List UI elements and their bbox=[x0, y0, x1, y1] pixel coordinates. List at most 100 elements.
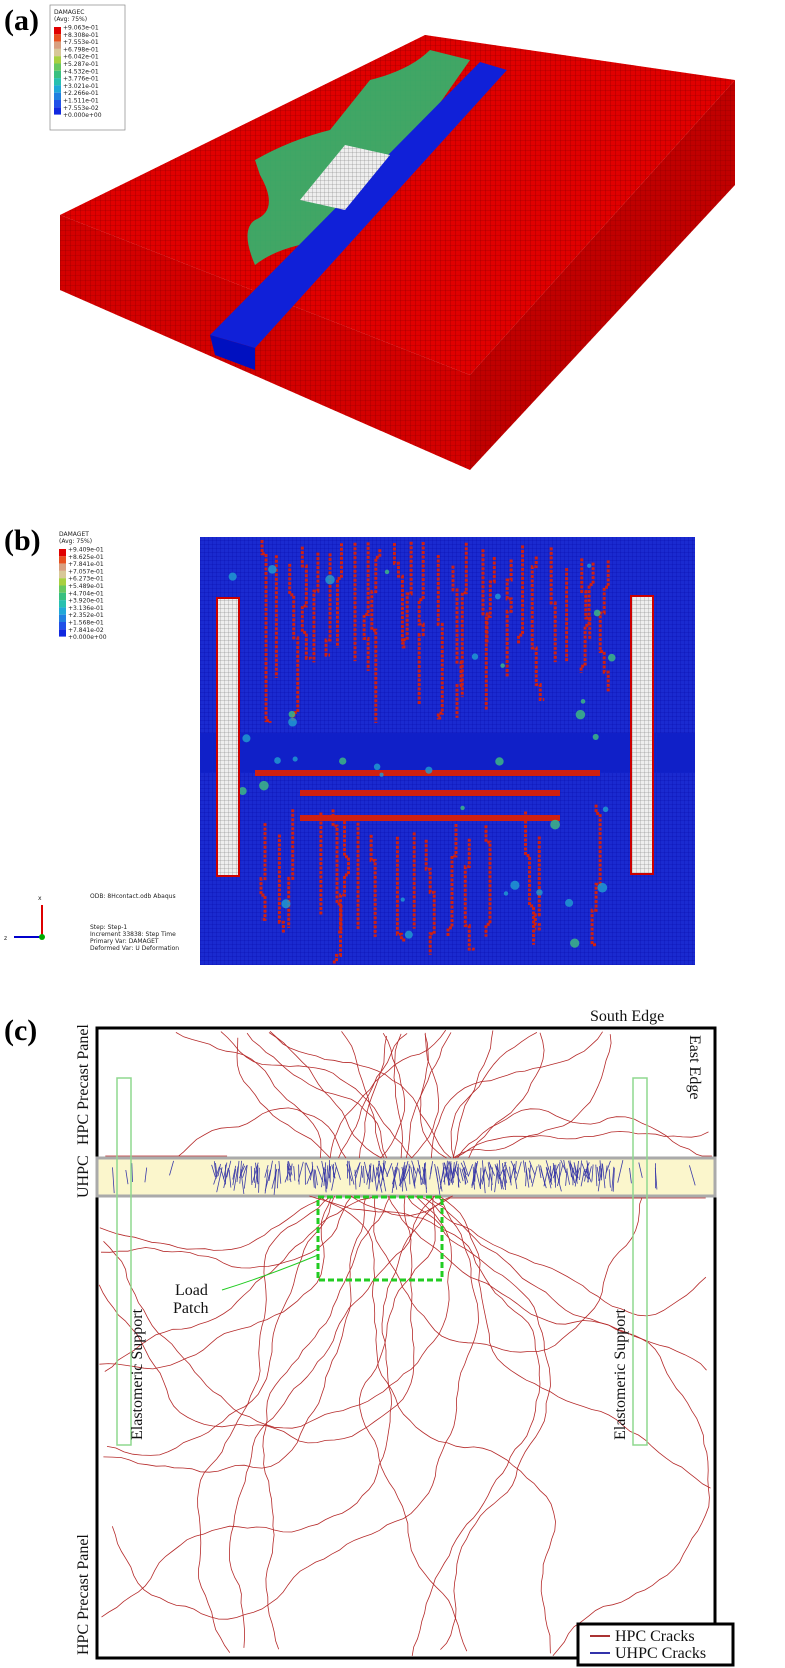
legend-value: +3.136e-01 bbox=[68, 605, 104, 612]
damage-spot bbox=[593, 609, 601, 617]
hpc-crack bbox=[106, 1195, 336, 1456]
uhpc-crack bbox=[382, 1163, 389, 1177]
hpc-crack bbox=[318, 1195, 541, 1656]
uhpc-crack bbox=[598, 1165, 601, 1181]
legend-title: DAMAGEC bbox=[54, 9, 84, 16]
uhpc-crack bbox=[213, 1161, 217, 1179]
uhpc-crack bbox=[239, 1163, 245, 1176]
uhpc-crack bbox=[264, 1164, 269, 1178]
damage-spot bbox=[238, 786, 247, 795]
uhpc-crack bbox=[569, 1161, 576, 1176]
uhpc-crack bbox=[243, 1164, 248, 1189]
legend-swatch bbox=[59, 578, 66, 586]
crack bbox=[446, 824, 458, 937]
uhpc-crack bbox=[391, 1166, 397, 1193]
hpc-crack bbox=[405, 1032, 452, 1159]
crack bbox=[336, 543, 344, 648]
damage-spot bbox=[288, 717, 297, 727]
legend-swatch bbox=[59, 629, 66, 637]
uhpc-crack bbox=[297, 1161, 304, 1182]
uhpc-crack bbox=[528, 1167, 533, 1184]
uhpc-crack bbox=[497, 1168, 504, 1190]
uhpc-crack bbox=[277, 1168, 279, 1189]
uhpc-crack bbox=[313, 1169, 316, 1189]
patch-label: Patch bbox=[173, 1300, 209, 1317]
legend-value: +5.489e-01 bbox=[68, 583, 104, 590]
mesh bbox=[60, 215, 470, 470]
uhpc-crack bbox=[505, 1164, 507, 1191]
hpc-crack bbox=[338, 1033, 408, 1159]
patch-label: Load bbox=[175, 1282, 208, 1299]
hpc-crack bbox=[468, 1032, 545, 1159]
damage-spot bbox=[570, 938, 580, 948]
uhpc-crack bbox=[323, 1162, 327, 1186]
legend-swatch bbox=[59, 549, 66, 557]
hpc-crack bbox=[309, 1195, 556, 1654]
edge-label: East Edge bbox=[686, 1035, 703, 1099]
crack bbox=[533, 836, 541, 931]
uhpc-crack bbox=[499, 1160, 501, 1174]
uhpc-crack bbox=[471, 1162, 476, 1188]
uhpc-crack bbox=[239, 1160, 242, 1184]
legend-value: +9.409e-01 bbox=[68, 547, 104, 554]
hpc-crack bbox=[450, 1032, 538, 1159]
uhpc-crack bbox=[216, 1167, 223, 1193]
uhpc-crack bbox=[523, 1160, 526, 1173]
legend-value: +8.625e-01 bbox=[68, 554, 104, 561]
support bbox=[632, 1077, 648, 1446]
uhpc-crack bbox=[574, 1165, 578, 1184]
uhpc-crack bbox=[502, 1167, 508, 1184]
uhpc-crack bbox=[112, 1167, 115, 1194]
uhpc-crack bbox=[402, 1168, 404, 1192]
uhpc-crack bbox=[538, 1164, 542, 1179]
uhpc-crack bbox=[417, 1167, 423, 1181]
crack bbox=[260, 540, 272, 723]
uhpc-crack bbox=[452, 1162, 455, 1185]
uhpc-crack bbox=[378, 1166, 380, 1180]
legend-subtitle: (Avg: 75%) bbox=[54, 16, 87, 23]
panel-c bbox=[95, 1026, 735, 1667]
crack bbox=[369, 834, 377, 937]
legend-swatch bbox=[54, 92, 61, 100]
uhpc-crack bbox=[411, 1160, 417, 1174]
hpc-crack bbox=[105, 1107, 347, 1159]
region-label: UHPC bbox=[75, 1155, 92, 1198]
uhpc-crack bbox=[329, 1160, 331, 1183]
uhpc-crack bbox=[386, 1163, 393, 1177]
damage-spot bbox=[460, 805, 465, 811]
damage-spot bbox=[536, 889, 543, 896]
cracks bbox=[98, 1029, 712, 1657]
axis-label: z bbox=[4, 935, 7, 942]
uhpc-crack bbox=[585, 1168, 592, 1183]
hpc-crack bbox=[103, 1195, 367, 1473]
legend-value: +3.776e-01 bbox=[63, 76, 99, 83]
support-label: Elastomeric Support bbox=[129, 1308, 146, 1440]
hpc-crack bbox=[393, 1033, 403, 1159]
uhpc-crack bbox=[437, 1166, 443, 1192]
uhpc-crack bbox=[331, 1167, 337, 1191]
legend-value: +3.920e-01 bbox=[68, 598, 104, 605]
legend-swatch bbox=[54, 63, 61, 71]
uhpc-crack bbox=[545, 1160, 552, 1179]
uhpc-crack bbox=[472, 1166, 475, 1190]
uhpc-crack bbox=[629, 1167, 632, 1184]
uhpc-crack bbox=[215, 1163, 218, 1178]
uhpc-crack bbox=[459, 1167, 464, 1182]
support bbox=[216, 597, 240, 877]
hpc-crack bbox=[452, 1034, 612, 1159]
uhpc-crack bbox=[515, 1161, 522, 1181]
legend-swatch bbox=[54, 85, 61, 93]
uhpc-crack bbox=[213, 1166, 220, 1185]
uhpc-crack bbox=[293, 1166, 296, 1181]
uhpc-crack bbox=[232, 1165, 237, 1180]
crack bbox=[300, 815, 560, 821]
uhpc-crack bbox=[399, 1161, 406, 1187]
damage-spot bbox=[592, 733, 599, 740]
crack bbox=[590, 804, 602, 947]
panel-label: (c) bbox=[4, 1014, 37, 1047]
crack bbox=[484, 825, 492, 937]
legend-value: +7.553e-02 bbox=[63, 105, 99, 112]
hpc-crack bbox=[439, 1195, 711, 1489]
crack bbox=[259, 823, 267, 921]
uhpc-crack bbox=[363, 1165, 365, 1184]
